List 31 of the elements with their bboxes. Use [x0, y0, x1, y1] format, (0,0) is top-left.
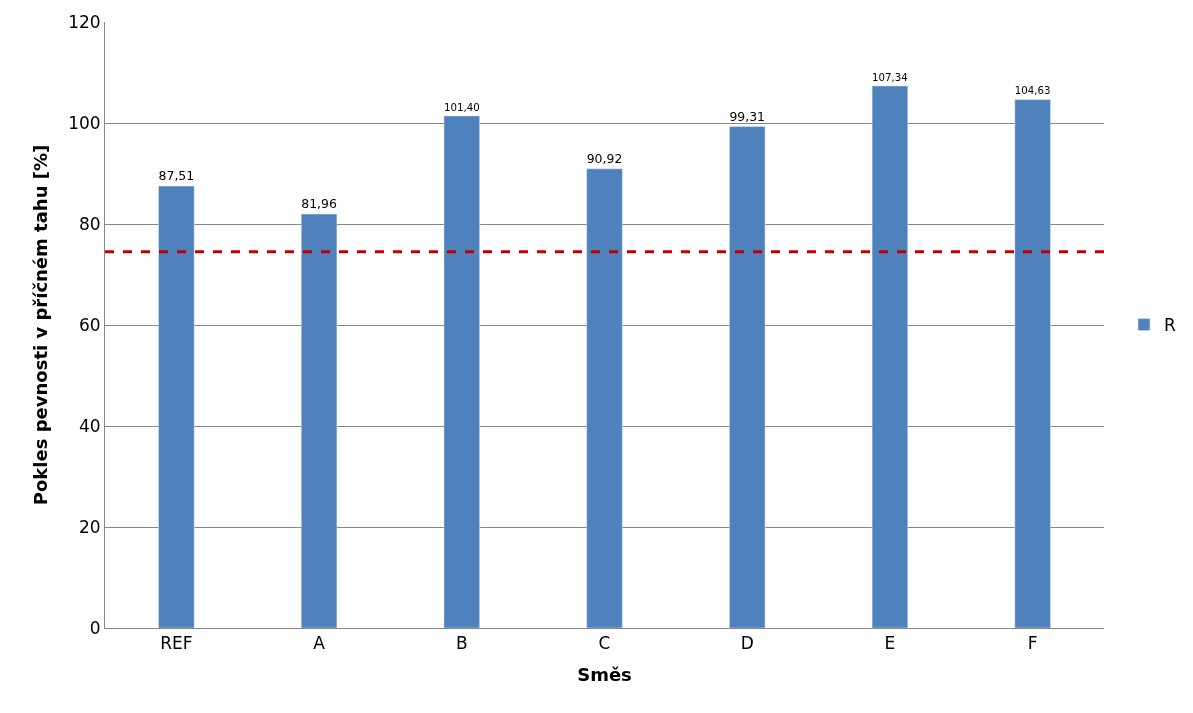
x-tick-label: C	[598, 633, 611, 654]
y-tick-label: 100	[68, 112, 101, 133]
data-label: 81,96	[301, 196, 337, 212]
x-tick-label: A	[313, 633, 326, 654]
y-tick-label: 40	[78, 415, 101, 436]
data-label: 90,92	[586, 150, 623, 166]
y-tick-label: 60	[78, 314, 101, 335]
x-tick-label: D	[740, 633, 754, 654]
x-tick-label: F	[1027, 633, 1038, 654]
y-tick-label: 120	[68, 11, 101, 32]
x-tick-label: E	[884, 633, 896, 654]
bar	[300, 213, 338, 628]
bar	[443, 115, 480, 628]
data-label: 104,63	[1014, 85, 1051, 97]
x-tick-label: B	[455, 633, 468, 654]
x-axis-title: Směs	[577, 663, 632, 685]
bar	[1014, 99, 1051, 628]
y-tick-label: 20	[78, 516, 101, 537]
bar	[871, 85, 909, 628]
legend-label: R	[1163, 315, 1176, 336]
y-tick-label: 80	[78, 213, 101, 234]
bar	[586, 168, 623, 628]
bar	[729, 126, 766, 628]
data-label: 99,31	[729, 108, 766, 124]
data-label: 87,51	[158, 168, 195, 184]
y-tick-label: 0	[89, 617, 101, 638]
data-label: 107,34	[872, 71, 908, 83]
data-label: 101,40	[443, 101, 480, 113]
y-axis-title: Pokles pevnosti v příčném tahu [%]	[30, 144, 52, 506]
x-tick-label: REF	[160, 633, 193, 654]
bar	[158, 185, 195, 628]
